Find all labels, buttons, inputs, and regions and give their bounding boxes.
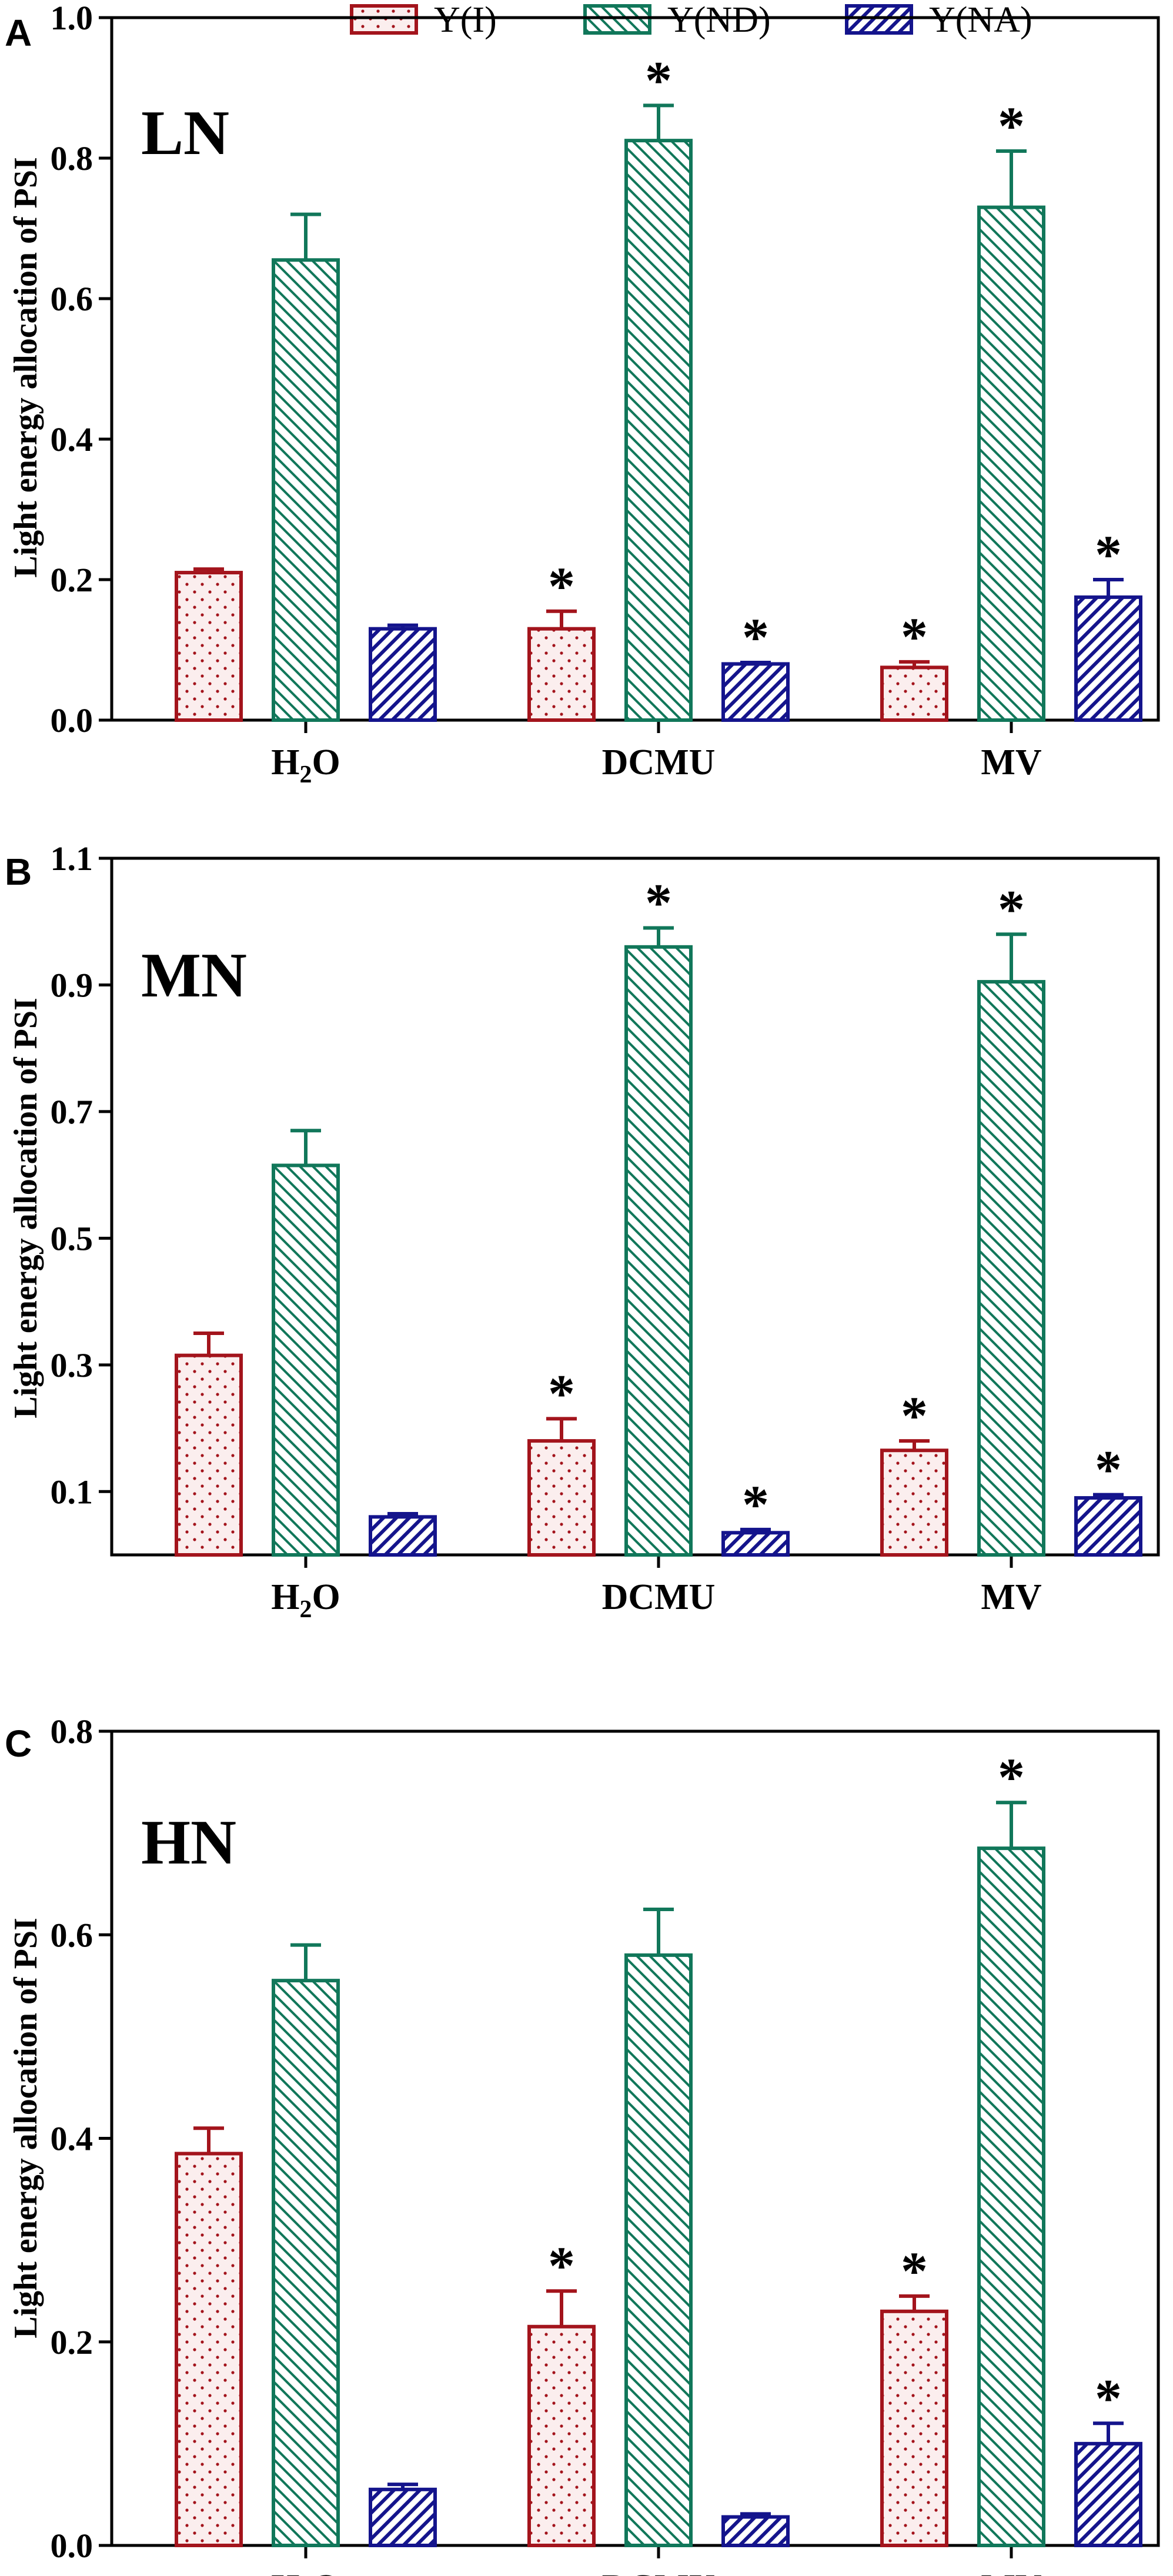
significance-star: *	[1095, 1440, 1122, 1500]
bar-yi-h2o	[175, 1353, 243, 1557]
panel-tag: LN	[141, 98, 229, 168]
significance-star: *	[998, 879, 1025, 939]
bar-yi-mv	[880, 2309, 948, 2547]
x-tick-label-dcmu: DCMU	[602, 2568, 716, 2576]
bar-yna-dcmu	[721, 2515, 790, 2547]
bar-ynd-h2o	[272, 1979, 340, 2547]
bar-yna-mv	[1074, 2441, 1142, 2547]
legend-label-yna: Y(NA)	[929, 0, 1032, 40]
y-tick-label: 1.0	[51, 0, 93, 37]
x-tick-label-h2o: H2O	[271, 1577, 340, 1623]
bar-yna-h2o	[369, 1515, 437, 1557]
bar-yi-dcmu	[527, 2324, 596, 2547]
bar-ynd-mv	[977, 1846, 1045, 2547]
panel-tag: MN	[141, 941, 247, 1011]
y-tick-label: 0.2	[51, 561, 93, 599]
y-tick-label: 0.0	[51, 2527, 93, 2565]
y-axis-label: Light energy allocation of PSI	[8, 998, 44, 1419]
significance-star: *	[742, 607, 769, 667]
panel-a: A LN Light energy allocation of PSI 0.0 0…	[5, 0, 1160, 788]
legend-swatch-ynd	[583, 4, 651, 35]
bar-yna-mv	[1074, 595, 1142, 722]
legend: Y(I) Y(ND) Y(NA)	[350, 0, 1032, 40]
significance-star: *	[901, 2241, 928, 2301]
panel-c: C HN Light energy allocation of PSI 0.0 0…	[5, 1712, 1160, 2576]
y-tick-label: 0.4	[51, 420, 93, 459]
bar-ynd-mv	[977, 980, 1045, 1557]
bar-yna-dcmu	[721, 662, 790, 722]
bar-yi-h2o	[175, 571, 243, 722]
panel-letter: C	[5, 1722, 32, 1765]
y-tick-label: 0.2	[51, 2323, 93, 2361]
bar-ynd-dcmu	[624, 945, 693, 1557]
y-tick-label: 0.4	[51, 2120, 93, 2158]
significance-star: *	[1095, 524, 1122, 584]
bar-yna-mv	[1074, 1496, 1142, 1557]
bar-yi-dcmu	[527, 627, 596, 722]
x-tick-label-mv: MV	[981, 742, 1042, 782]
y-tick-label: 0.8	[51, 139, 93, 178]
significance-star: *	[645, 50, 672, 110]
panel-b: B MN Light energy allocation of PSI 0.1 0…	[5, 839, 1160, 1623]
bar-yi-mv	[880, 1448, 948, 1557]
significance-star: *	[901, 607, 928, 667]
bar-ynd-h2o	[272, 258, 340, 722]
legend-entry-yna: Y(NA)	[845, 0, 1032, 40]
bar-ynd-dcmu	[624, 1953, 693, 2547]
x-tick-label-h2o: H2O	[271, 742, 340, 788]
x-tick-label-mv: MV	[981, 2568, 1042, 2576]
significance-star: *	[645, 873, 672, 933]
bar-ynd-dcmu	[624, 139, 693, 722]
y-tick-label: 0.1	[51, 1473, 93, 1511]
x-tick-label-mv: MV	[981, 1577, 1042, 1617]
y-tick-label: 1.1	[51, 839, 93, 878]
significance-star: *	[548, 2236, 575, 2296]
significance-star: *	[1095, 2368, 1122, 2428]
x-tick-label-dcmu: DCMU	[602, 1577, 716, 1617]
significance-star: *	[998, 96, 1025, 156]
x-tick-label-dcmu: DCMU	[602, 742, 716, 782]
significance-star: *	[548, 556, 575, 616]
bar-yi-mv	[880, 665, 948, 722]
significance-star: *	[901, 1386, 928, 1446]
y-tick-label: 0.6	[51, 280, 93, 318]
y-axis-label: Light energy allocation of PSI	[8, 157, 44, 578]
y-tick-label: 0.5	[51, 1219, 93, 1257]
y-tick-label: 0.3	[51, 1346, 93, 1384]
y-tick-label: 0.8	[51, 1712, 93, 1751]
legend-entry-yi: Y(I)	[350, 0, 497, 40]
y-tick-label: 0.7	[51, 1093, 93, 1131]
bar-ynd-mv	[977, 205, 1045, 722]
panel-letter: A	[5, 12, 32, 54]
legend-swatch-yi	[350, 4, 418, 35]
significance-star: *	[548, 1363, 575, 1423]
significance-star: *	[998, 1747, 1025, 1807]
legend-label-yi: Y(I)	[434, 0, 497, 40]
panel-letter: B	[5, 851, 32, 893]
bar-yna-dcmu	[721, 1531, 790, 1557]
significance-star: *	[742, 1474, 769, 1534]
bar-yi-h2o	[175, 2152, 243, 2547]
panel-tag: HN	[141, 1808, 236, 1878]
bar-ynd-h2o	[272, 1163, 340, 1557]
y-tick-label: 0.6	[51, 1916, 93, 1954]
legend-swatch-yna	[845, 4, 913, 35]
legend-label-ynd: Y(ND)	[667, 0, 771, 40]
y-tick-label: 0.9	[51, 966, 93, 1004]
x-tick-label-h2o: H2O	[271, 2568, 340, 2576]
bar-yna-h2o	[369, 2487, 437, 2547]
legend-entry-ynd: Y(ND)	[583, 0, 771, 40]
y-tick-label: 0.0	[51, 701, 93, 740]
bar-yi-dcmu	[527, 1439, 596, 1557]
bar-yna-h2o	[369, 627, 437, 722]
y-axis-label: Light energy allocation of PSI	[8, 1918, 44, 2339]
